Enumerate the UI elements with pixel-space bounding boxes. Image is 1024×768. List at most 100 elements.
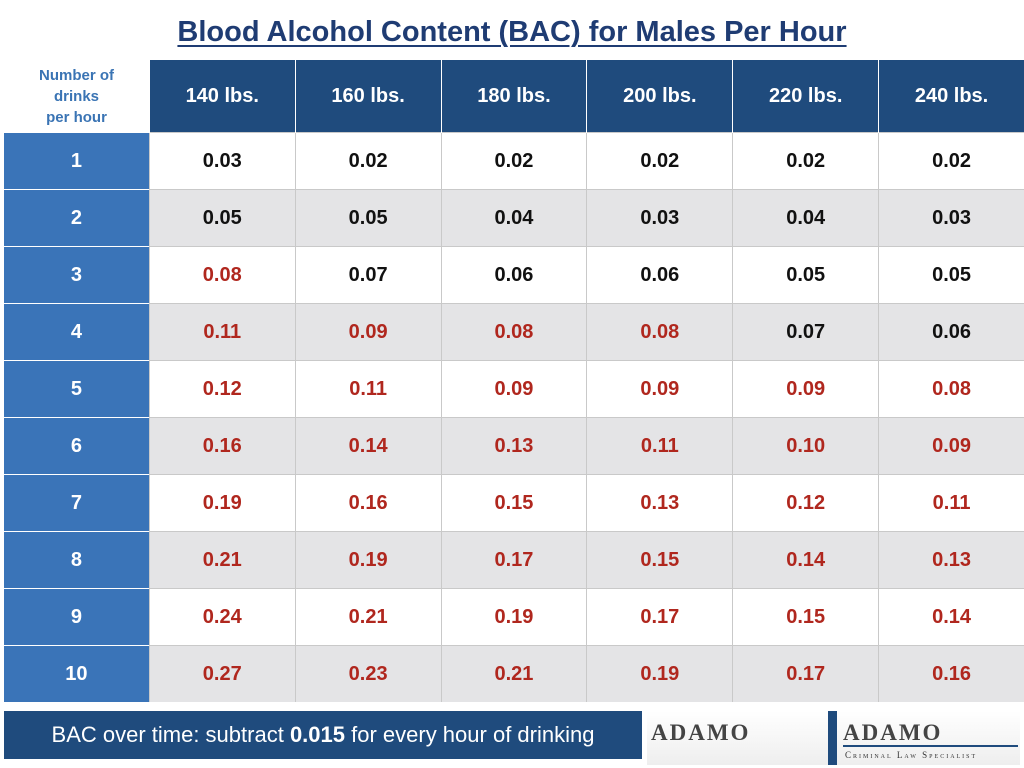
table-body: 1 0.03 0.02 0.02 0.02 0.02 0.02 2 0.05 0.05 0.04 0.… bbox=[4, 132, 1024, 702]
bac-value-cell: 0.12 bbox=[148, 360, 296, 418]
bac-value-cell: 0.16 bbox=[878, 645, 1024, 702]
table-row: 2 0.05 0.05 0.04 0.03 0.04 0.03 bbox=[4, 189, 1024, 247]
bac-value-cell: 0.14 bbox=[294, 417, 442, 475]
bac-value-cell: 0.05 bbox=[732, 246, 879, 304]
bac-value-cell: 0.15 bbox=[586, 531, 733, 589]
column-header: 200 lbs. bbox=[586, 60, 733, 133]
row-header-drinks: 2 bbox=[4, 189, 150, 247]
bac-value-cell: 0.06 bbox=[440, 246, 587, 304]
bac-value-cell: 0.02 bbox=[878, 132, 1024, 190]
bac-value-cell: 0.08 bbox=[878, 360, 1024, 418]
bac-value-cell: 0.15 bbox=[732, 588, 879, 646]
column-header: 220 lbs. bbox=[732, 60, 879, 133]
bac-value-cell: 0.19 bbox=[148, 474, 296, 532]
logo-rule bbox=[843, 745, 1018, 747]
row-header-drinks: 6 bbox=[4, 417, 150, 475]
bac-value-cell: 0.04 bbox=[732, 189, 879, 247]
bac-value-cell: 0.12 bbox=[732, 474, 879, 532]
column-header: 240 lbs. bbox=[878, 60, 1024, 133]
column-header: 140 lbs. bbox=[148, 60, 296, 133]
adamo-logo: ADAMO ADAMO Criminal Law Specialist bbox=[647, 711, 1020, 765]
table-row: 6 0.16 0.14 0.13 0.11 0.10 0.09 bbox=[4, 417, 1024, 475]
row-header-drinks: 4 bbox=[4, 303, 150, 361]
table-row: 7 0.19 0.16 0.15 0.13 0.12 0.11 bbox=[4, 474, 1024, 532]
bac-value-cell: 0.08 bbox=[586, 303, 733, 361]
bac-value-cell: 0.02 bbox=[440, 132, 587, 190]
bac-value-cell: 0.05 bbox=[294, 189, 442, 247]
bac-value-cell: 0.04 bbox=[440, 189, 587, 247]
footer-text-bold: 0.015 bbox=[289, 722, 345, 747]
bac-value-cell: 0.09 bbox=[732, 360, 879, 418]
row-header-drinks: 5 bbox=[4, 360, 150, 418]
bac-value-cell: 0.03 bbox=[586, 189, 733, 247]
bac-value-cell: 0.21 bbox=[440, 645, 587, 702]
bac-value-cell: 0.11 bbox=[294, 360, 442, 418]
column-header: 180 lbs. bbox=[440, 60, 587, 133]
table-row: 8 0.21 0.19 0.17 0.15 0.14 0.13 bbox=[4, 531, 1024, 589]
bac-value-cell: 0.05 bbox=[148, 189, 296, 247]
table-row: 10 0.27 0.23 0.21 0.19 0.17 0.16 bbox=[4, 645, 1024, 702]
bac-value-cell: 0.06 bbox=[878, 303, 1024, 361]
bac-value-cell: 0.17 bbox=[440, 531, 587, 589]
table-row: 9 0.24 0.21 0.19 0.17 0.15 0.14 bbox=[4, 588, 1024, 646]
bac-value-cell: 0.19 bbox=[294, 531, 442, 589]
table-row: 1 0.03 0.02 0.02 0.02 0.02 0.02 bbox=[4, 132, 1024, 190]
bac-value-cell: 0.14 bbox=[878, 588, 1024, 646]
bac-value-cell: 0.09 bbox=[440, 360, 587, 418]
bac-value-cell: 0.21 bbox=[148, 531, 296, 589]
bac-value-cell: 0.06 bbox=[586, 246, 733, 304]
bac-value-cell: 0.09 bbox=[586, 360, 733, 418]
bac-value-cell: 0.02 bbox=[586, 132, 733, 190]
bac-value-cell: 0.19 bbox=[440, 588, 587, 646]
bac-value-cell: 0.16 bbox=[294, 474, 442, 532]
bac-value-cell: 0.09 bbox=[878, 417, 1024, 475]
bac-value-cell: 0.08 bbox=[148, 246, 296, 304]
bac-value-cell: 0.23 bbox=[294, 645, 442, 702]
bac-value-cell: 0.07 bbox=[732, 303, 879, 361]
table-row: 3 0.08 0.07 0.06 0.06 0.05 0.05 bbox=[4, 246, 1024, 304]
logo-word-left: ADAMO bbox=[651, 720, 751, 745]
bac-value-cell: 0.02 bbox=[732, 132, 879, 190]
column-header: 160 lbs. bbox=[294, 60, 442, 133]
bac-value-cell: 0.11 bbox=[148, 303, 296, 361]
row-header-drinks: 3 bbox=[4, 246, 150, 304]
footer-text-after: for every hour of drinking bbox=[345, 722, 595, 747]
bac-value-cell: 0.13 bbox=[440, 417, 587, 475]
logo-tagline: Criminal Law Specialist bbox=[845, 750, 978, 760]
bac-value-cell: 0.09 bbox=[294, 303, 442, 361]
bac-value-cell: 0.16 bbox=[148, 417, 296, 475]
row-header-drinks: 10 bbox=[4, 645, 150, 702]
bac-value-cell: 0.17 bbox=[586, 588, 733, 646]
bac-table: 140 lbs. 160 lbs. 180 lbs. 200 lbs. 220 lbs.… bbox=[4, 60, 1024, 702]
bac-value-cell: 0.11 bbox=[878, 474, 1024, 532]
row-header-drinks: 8 bbox=[4, 531, 150, 589]
bac-value-cell: 0.03 bbox=[878, 189, 1024, 247]
bac-value-cell: 0.24 bbox=[148, 588, 296, 646]
bac-value-cell: 0.07 bbox=[294, 246, 442, 304]
bac-value-cell: 0.17 bbox=[732, 645, 879, 702]
bac-value-cell: 0.21 bbox=[294, 588, 442, 646]
table-row: 4 0.11 0.09 0.08 0.08 0.07 0.06 bbox=[4, 303, 1024, 361]
row-header-drinks: 1 bbox=[4, 132, 150, 190]
bac-value-cell: 0.14 bbox=[732, 531, 879, 589]
bac-value-cell: 0.27 bbox=[148, 645, 296, 702]
table-row: 5 0.12 0.11 0.09 0.09 0.09 0.08 bbox=[4, 360, 1024, 418]
corner-label: Number of drinks per hour bbox=[39, 66, 114, 126]
bac-value-cell: 0.19 bbox=[586, 645, 733, 702]
bac-value-cell: 0.13 bbox=[586, 474, 733, 532]
bac-value-cell: 0.11 bbox=[586, 417, 733, 475]
bac-value-cell: 0.13 bbox=[878, 531, 1024, 589]
logo-word-right: ADAMO bbox=[843, 720, 943, 745]
row-header-drinks: 9 bbox=[4, 588, 150, 646]
bac-value-cell: 0.10 bbox=[732, 417, 879, 475]
bac-value-cell: 0.03 bbox=[148, 132, 296, 190]
bac-value-cell: 0.15 bbox=[440, 474, 587, 532]
bac-value-cell: 0.08 bbox=[440, 303, 587, 361]
footer-note: BAC over time: subtract 0.015 for every … bbox=[4, 711, 642, 759]
header-row: 140 lbs. 160 lbs. 180 lbs. 200 lbs. 220 lbs.… bbox=[4, 60, 1024, 133]
logo-divider bbox=[828, 711, 837, 765]
bac-value-cell: 0.05 bbox=[878, 246, 1024, 304]
page-title: Blood Alcohol Content (BAC) for Males Pe… bbox=[177, 16, 847, 48]
row-header-drinks: 7 bbox=[4, 474, 150, 532]
bac-value-cell: 0.02 bbox=[294, 132, 442, 190]
